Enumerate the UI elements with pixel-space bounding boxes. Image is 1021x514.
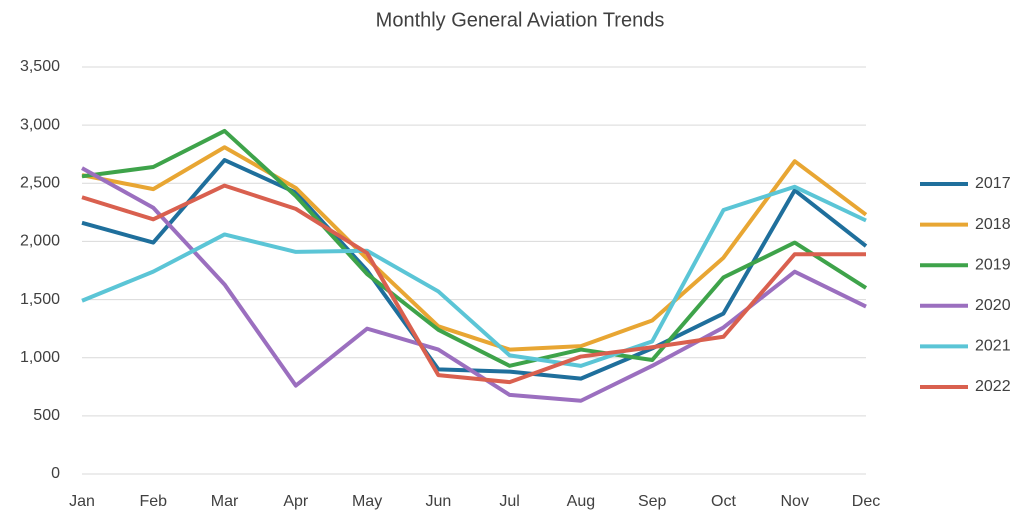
legend-label: 2021 — [975, 338, 1011, 355]
legend-label: 2018 — [975, 216, 1011, 233]
x-tick-label: Jul — [499, 493, 519, 510]
series-line — [81, 183, 866, 385]
legend-label: 2017 — [975, 175, 1011, 192]
x-tick-label: Jan — [69, 493, 95, 510]
series-line — [81, 184, 867, 368]
y-tick-label: 2,000 — [20, 233, 60, 250]
x-tick-label: Jun — [425, 493, 451, 510]
series-line — [81, 145, 868, 352]
x-tick-label: Feb — [139, 493, 167, 510]
x-tick-label: Nov — [781, 493, 809, 510]
legend-label: 2022 — [975, 378, 1011, 395]
x-tick-label: Aug — [567, 493, 595, 510]
y-tick-label: 1,000 — [20, 349, 60, 366]
series-line — [81, 166, 867, 403]
chart-title: Monthly General Aviation Trends — [376, 9, 665, 31]
y-tick-label: 3,000 — [20, 116, 60, 133]
y-tick-label: 0 — [51, 465, 60, 482]
y-tick-label: 1,500 — [20, 291, 60, 308]
x-tick-label: Dec — [852, 493, 880, 510]
x-tick-label: Oct — [711, 493, 736, 510]
y-tick-label: 3,500 — [20, 58, 60, 75]
x-tick-label: Sep — [638, 493, 667, 510]
series-line — [81, 128, 868, 368]
legend-label: 2019 — [975, 256, 1011, 273]
x-tick-label: Mar — [211, 493, 239, 510]
y-tick-label: 2,500 — [20, 175, 60, 192]
y-tick-label: 500 — [33, 407, 60, 424]
legend-label: 2020 — [975, 297, 1011, 314]
x-tick-label: Apr — [283, 493, 309, 510]
x-tick-label: May — [352, 493, 382, 510]
